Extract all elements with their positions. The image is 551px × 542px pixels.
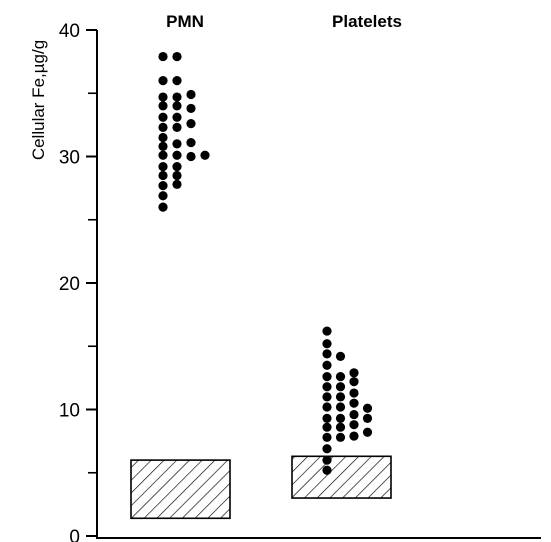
data-point [158, 112, 168, 122]
data-point [186, 89, 196, 100]
data-point [158, 202, 168, 212]
data-point [335, 351, 346, 361]
y-tick-label: 30 [59, 148, 80, 169]
data-point [322, 444, 332, 454]
data-point [349, 377, 359, 387]
data-point [158, 92, 168, 102]
data-point [172, 51, 182, 62]
data-point [335, 413, 346, 423]
data-point [172, 162, 182, 172]
data-point [349, 368, 359, 378]
data-point [322, 382, 332, 392]
data-point [335, 372, 346, 382]
data-point [349, 431, 359, 441]
category-label-platelets: Platelets [332, 12, 402, 31]
data-point [200, 150, 210, 160]
data-point [335, 422, 346, 432]
data-points [158, 51, 373, 475]
data-point [362, 403, 373, 413]
data-point [172, 170, 182, 181]
labels: 0 10 20 30 40 Cellular Fe,µg/g PMN Platelets [29, 12, 402, 542]
data-point [172, 179, 182, 189]
data-point [186, 151, 196, 162]
y-axis-title: Cellular Fe,µg/g [29, 40, 48, 160]
data-point [158, 51, 168, 62]
data-point [158, 191, 168, 201]
data-point [158, 122, 168, 133]
data-point [349, 388, 359, 398]
data-point [172, 92, 182, 102]
category-label-pmn: PMN [166, 12, 204, 31]
data-point [158, 132, 168, 143]
data-point [158, 150, 168, 160]
range-boxes [130, 455, 392, 520]
y-tick-label: 20 [59, 274, 80, 295]
data-point [322, 402, 332, 412]
data-point [322, 465, 332, 475]
data-point [172, 150, 182, 160]
data-point [349, 420, 359, 430]
data-point [322, 413, 332, 423]
data-point [322, 360, 332, 370]
range-box-pmn [130, 459, 231, 520]
data-point [172, 122, 182, 133]
data-point [322, 392, 332, 402]
data-point [172, 76, 182, 86]
data-point [158, 76, 168, 86]
data-point [322, 372, 332, 382]
range-box-platelets [291, 455, 392, 499]
y-tick-label: 0 [69, 527, 80, 542]
data-point [186, 103, 196, 114]
data-point [335, 402, 346, 412]
data-point [322, 326, 332, 336]
data-point [158, 170, 168, 181]
data-point [172, 139, 182, 149]
data-point [158, 141, 168, 151]
data-point [186, 119, 196, 129]
data-point [322, 339, 332, 349]
data-point [172, 101, 182, 111]
data-point [362, 427, 373, 437]
data-point [335, 392, 346, 402]
data-point [322, 432, 332, 442]
data-point [186, 137, 196, 148]
data-point [362, 413, 373, 423]
y-tick-label: 10 [59, 401, 80, 422]
data-point [158, 162, 168, 172]
data-point [322, 422, 332, 432]
data-point [172, 112, 182, 122]
data-point [158, 180, 168, 191]
y-tick-label: 40 [59, 21, 80, 42]
data-point [349, 398, 359, 408]
data-point [335, 382, 346, 392]
y-ticks [86, 29, 97, 537]
data-point [322, 455, 332, 465]
data-point [322, 349, 332, 359]
data-point [158, 101, 168, 111]
data-point [349, 409, 359, 420]
data-point [335, 432, 346, 442]
